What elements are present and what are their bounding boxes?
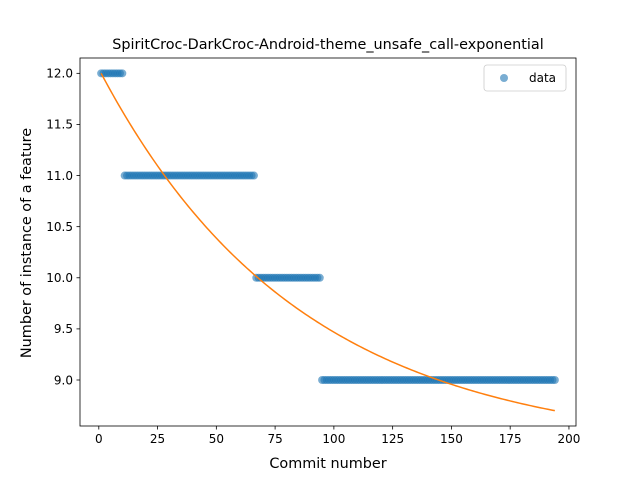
legend-box	[483, 64, 567, 92]
x-tick-label: 100	[322, 432, 345, 446]
y-axis: 9.0 9.5 10.0 10.5 11.0 11.5 12.0	[46, 67, 80, 387]
x-axis-label: Commit number	[269, 456, 386, 472]
x-tick-label: 150	[440, 432, 463, 446]
data-point	[550, 376, 559, 384]
y-axis-label: Number of instance of a feature	[19, 128, 35, 358]
y-tick-label: 12.0	[46, 67, 73, 81]
legend-label: data	[529, 71, 556, 85]
x-tick-label: 175	[499, 432, 522, 446]
y-tick-label: 10.5	[46, 220, 73, 234]
x-tick-label: 0	[95, 432, 103, 446]
x-tick-label: 125	[381, 432, 404, 446]
plot-area	[79, 57, 577, 427]
chart-title: SpiritCroc-DarkCroc-Android-theme_unsafe…	[112, 37, 544, 53]
x-tick-label: 75	[267, 432, 282, 446]
legend: data	[483, 64, 567, 92]
fit-curve	[100, 72, 555, 412]
y-tick-label: 11.5	[46, 118, 73, 132]
data-point	[315, 273, 324, 282]
y-tick-label: 9.0	[54, 373, 73, 387]
data-point	[118, 69, 127, 78]
data-point	[249, 171, 258, 180]
x-axis: 0 25 50 75 100 125 150 175 200	[95, 426, 580, 446]
plot-frame	[79, 57, 577, 427]
legend-marker	[500, 74, 508, 82]
x-tick-label: 200	[557, 432, 580, 446]
y-tick-label: 11.0	[46, 169, 73, 183]
x-tick-label: 50	[209, 432, 224, 446]
x-tick-label: 25	[150, 432, 165, 446]
y-tick-label: 9.5	[54, 322, 73, 336]
y-tick-label: 10.0	[46, 271, 73, 285]
